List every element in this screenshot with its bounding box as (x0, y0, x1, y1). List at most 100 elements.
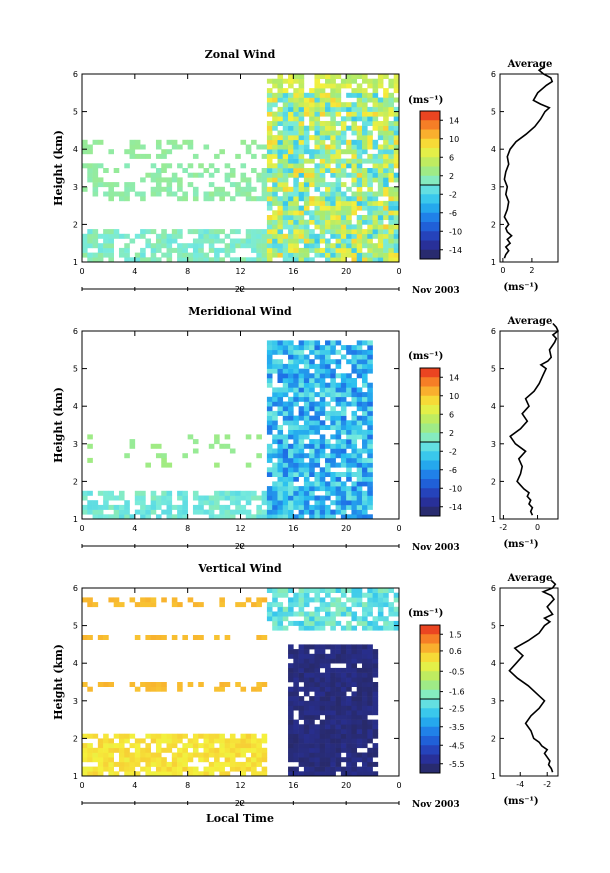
heatmap-cell (367, 144, 373, 150)
heatmap-cell (150, 500, 157, 506)
heatmap-cell (367, 672, 373, 678)
heatmap-cell (309, 705, 315, 711)
heatmap-cell (161, 757, 167, 763)
heatmap-cell (367, 111, 373, 117)
heatmap-cell (372, 616, 379, 622)
heatmap-cell (303, 363, 310, 369)
heatmap-cell (362, 625, 368, 631)
heatmap-cell (335, 172, 342, 178)
heatmap-cell (192, 490, 199, 496)
heatmap-cell (108, 514, 114, 520)
heatmap-cell (314, 672, 321, 678)
colorbar-tick-label: -14 (449, 503, 462, 512)
profile-y-tick-label: 5 (491, 365, 496, 374)
heatmap-cell (155, 747, 162, 753)
heatmap-cell (330, 349, 336, 355)
heatmap-cell (108, 252, 114, 258)
heatmap-cell (335, 509, 342, 515)
y-tick-label: 2 (73, 734, 78, 743)
heatmap-cell (108, 752, 114, 758)
heatmap-cell (282, 135, 289, 141)
heatmap-cell (367, 514, 373, 520)
heatmap-cell (356, 83, 363, 89)
heatmap-cell (277, 606, 284, 612)
heatmap-cell (298, 88, 305, 94)
heatmap-cell (330, 682, 336, 687)
heatmap-cell (303, 766, 310, 772)
heatmap-cell (377, 106, 384, 112)
heatmap-cell (314, 429, 321, 435)
heatmap-cell (356, 111, 363, 117)
heatmap-cell (293, 135, 299, 141)
heatmap-cell (140, 682, 146, 687)
heatmap-cell (266, 247, 273, 253)
heatmap-cell (303, 616, 310, 622)
heatmap-cell (325, 243, 331, 249)
heatmap-cell (251, 490, 257, 496)
heatmap-cell (298, 149, 305, 155)
heatmap-cell (335, 733, 342, 739)
heatmap-cell (314, 215, 321, 220)
heatmap-cell (282, 243, 289, 249)
x-tick-label: 16 (288, 524, 298, 533)
heatmap-cell (161, 163, 167, 169)
heatmap-cell (282, 606, 289, 612)
x-tick-label: 20 (341, 781, 351, 790)
heatmap-cell (330, 514, 336, 520)
heatmap-cell (325, 472, 331, 477)
heatmap-cell (367, 130, 373, 136)
heatmap-cell (214, 490, 220, 496)
heatmap-cell (208, 247, 215, 253)
heatmap-cell (298, 611, 305, 617)
heatmap-cell (356, 106, 363, 112)
heatmap-cell (340, 429, 347, 435)
heatmap-cell (309, 215, 315, 220)
heatmap-cell (235, 602, 241, 608)
heatmap-cell (108, 757, 114, 763)
heatmap-cell (319, 74, 326, 79)
heatmap-cell (118, 757, 125, 763)
heatmap-cell (134, 153, 141, 159)
heatmap-cell (340, 401, 347, 407)
heatmap-cell (261, 747, 268, 753)
heatmap-cell (161, 771, 167, 777)
heatmap-cell (351, 653, 358, 659)
heatmap-cell (203, 168, 210, 173)
heatmap-cell (288, 116, 294, 122)
heatmap-cell (266, 504, 273, 510)
heatmap-cell (214, 761, 220, 767)
heatmap-cell (325, 588, 331, 593)
heatmap-cell (372, 97, 379, 103)
heatmap-cell (203, 747, 210, 753)
heatmap-cell (293, 116, 299, 122)
heatmap-cell (288, 106, 294, 112)
colorbar-tick-label: 2 (449, 172, 454, 181)
heatmap-cell (319, 219, 326, 225)
heatmap-cell (288, 163, 294, 169)
heatmap-cell (293, 752, 299, 758)
heatmap-cell (319, 111, 326, 117)
heatmap-cell (182, 766, 188, 772)
heatmap-cell (229, 243, 236, 249)
heatmap-cell (330, 78, 336, 84)
heatmap-cell (298, 606, 305, 612)
heatmap-cell (266, 396, 273, 402)
heatmap-cell (325, 415, 331, 421)
heatmap-cell (372, 83, 379, 89)
heatmap-cell (303, 429, 310, 435)
heatmap-cell (362, 686, 368, 692)
heatmap-cell (192, 252, 199, 258)
heatmap-cell (325, 102, 331, 108)
heatmap-cell (335, 476, 342, 482)
heatmap-cell (314, 771, 321, 777)
heatmap-cell (282, 467, 289, 473)
colorbar-swatch (420, 460, 440, 471)
heatmap-cell (235, 504, 241, 510)
heatmap-cell (166, 733, 173, 739)
heatmap-cell (198, 504, 204, 510)
heatmap-cell (367, 153, 373, 159)
heatmap-cell (351, 177, 358, 183)
heatmap-cell (362, 439, 368, 445)
heatmap-cell (288, 373, 294, 379)
heatmap-cell (134, 738, 141, 744)
